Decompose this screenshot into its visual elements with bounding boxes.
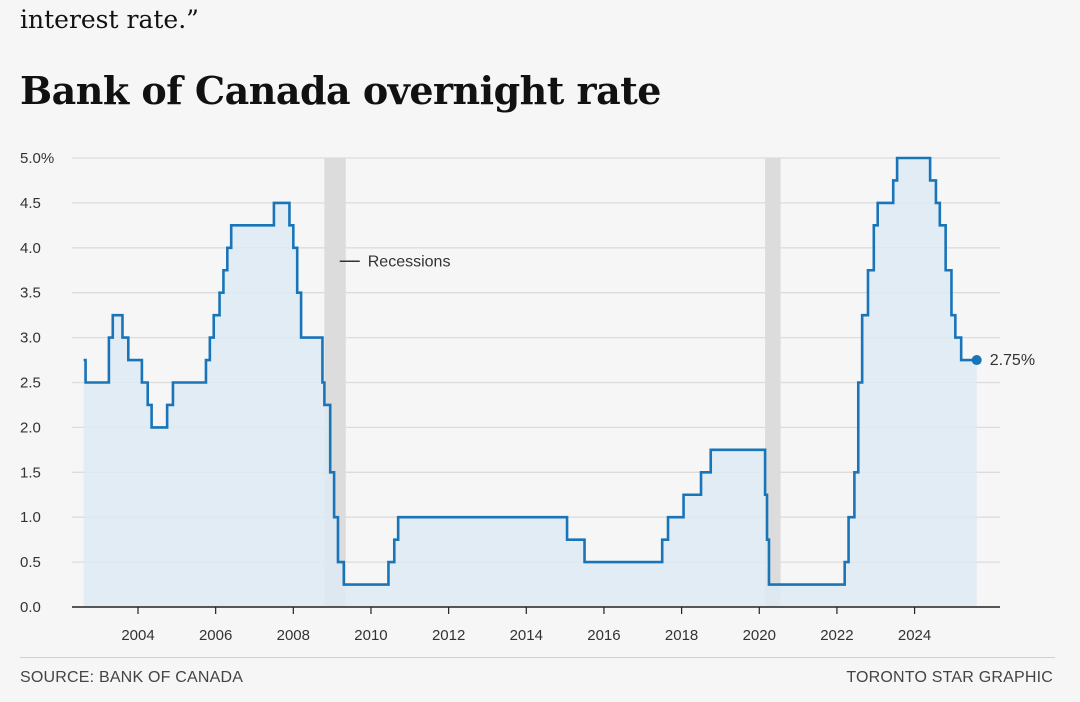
- x-tick-label: 2008: [277, 627, 310, 644]
- y-tick-label: 5.0%: [20, 150, 54, 167]
- y-tick-label: 4.5: [20, 195, 41, 212]
- y-tick-label: 1.5: [20, 464, 41, 481]
- x-tick-labels: 2004 2006 2008 2010 2012 2014 2016 2018 2020 2022…: [121, 607, 931, 644]
- x-tick-label: 2022: [820, 627, 853, 644]
- y-tick-label: 2.0: [20, 419, 41, 436]
- x-tick-label: 2012: [432, 627, 465, 644]
- x-tick-label: 2006: [199, 627, 232, 644]
- y-tick-label: 0.5: [20, 554, 41, 571]
- lead-text: interest rate.”: [20, 5, 199, 34]
- x-tick-label: 2014: [510, 627, 543, 644]
- x-tick-label: 2018: [665, 627, 698, 644]
- x-tick-label: 2024: [898, 627, 931, 644]
- y-tick-label: 4.0: [20, 240, 41, 257]
- y-tick-label: 1.0: [20, 509, 41, 526]
- recession-label: Recessions: [368, 253, 451, 270]
- y-tick-label: 3.5: [20, 285, 41, 302]
- source-note: SOURCE: BANK OF CANADA: [20, 669, 244, 686]
- y-tick-labels: 0.0 0.5 1.0 1.5 2.0 2.5 3.0 3.5 4.0 4.5 5.0%: [20, 150, 54, 616]
- end-value-label: 2.75%: [990, 352, 1035, 369]
- y-tick-label: 3.0: [20, 330, 41, 347]
- y-tick-label: 0.0: [20, 599, 41, 616]
- x-tick-label: 2020: [743, 627, 776, 644]
- x-tick-label: 2010: [354, 627, 387, 644]
- y-tick-label: 2.5: [20, 375, 41, 392]
- footer-divider: [20, 657, 1055, 658]
- x-tick-label: 2016: [587, 627, 620, 644]
- x-tick-label: 2004: [121, 627, 154, 644]
- rate-area: [83, 158, 977, 607]
- graphic-credit: TORONTO STAR GRAPHIC: [846, 669, 1053, 686]
- end-point-marker: [971, 355, 982, 366]
- chart-title: Bank of Canada overnight rate: [20, 68, 661, 113]
- rate-line: [83, 156, 977, 586]
